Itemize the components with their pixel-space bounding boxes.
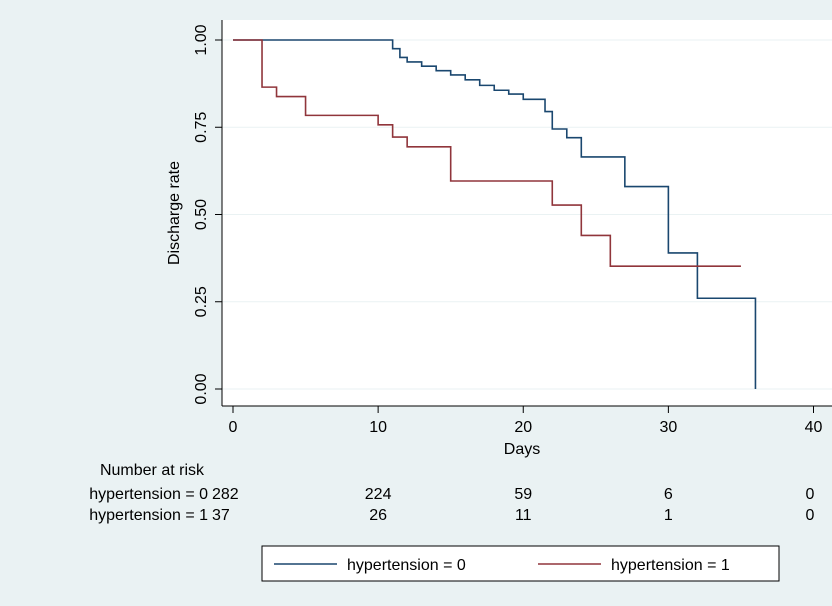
legend: hypertension = 0 hypertension = 1 (261, 545, 780, 582)
series-line-0 (233, 39, 757, 389)
legend-box (261, 545, 780, 582)
series-line-1 (233, 39, 741, 267)
risk-count: 26 (369, 507, 387, 524)
risk-count: 11 (515, 507, 532, 524)
x-tick-label: 20 (514, 419, 532, 436)
risk-count: 6 (664, 486, 673, 503)
x-tick-label: 0 (229, 419, 238, 436)
y-tick-label: 0.00 (193, 373, 210, 404)
y-tick-label: 0.75 (193, 112, 210, 143)
axes: 0.00 0.25 0.50 0.75 1.00 0 10 20 30 40 Days Dischar… (166, 20, 832, 458)
x-axis-title: Days (504, 441, 540, 458)
series-lines (233, 39, 757, 389)
risk-count: 282 (212, 486, 239, 503)
risk-row-label: hypertension = 1 (89, 507, 208, 524)
x-tick-label: 10 (369, 419, 387, 436)
risk-table: Number at risk hypertension = 0 282 224 59 6 0… (89, 462, 814, 524)
x-tick-label: 30 (659, 419, 677, 436)
y-tick-label: 0.25 (193, 286, 210, 317)
risk-count: 224 (365, 486, 392, 503)
risk-row-label: hypertension = 0 (89, 486, 208, 503)
y-tick-label: 1.00 (193, 24, 210, 55)
y-axis-title: Discharge rate (166, 161, 183, 265)
x-tick-label: 40 (805, 419, 823, 436)
risk-count: 0 (806, 507, 815, 524)
risk-count: 0 (806, 486, 815, 503)
legend-label: hypertension = 1 (611, 557, 730, 574)
risk-count: 1 (664, 507, 673, 524)
y-tick-label: 0.50 (193, 199, 210, 230)
risk-count: 37 (212, 507, 230, 524)
plot-area (222, 20, 832, 406)
risk-table-title: Number at risk (100, 462, 205, 479)
risk-count: 59 (514, 486, 532, 503)
legend-label: hypertension = 0 (347, 557, 466, 574)
